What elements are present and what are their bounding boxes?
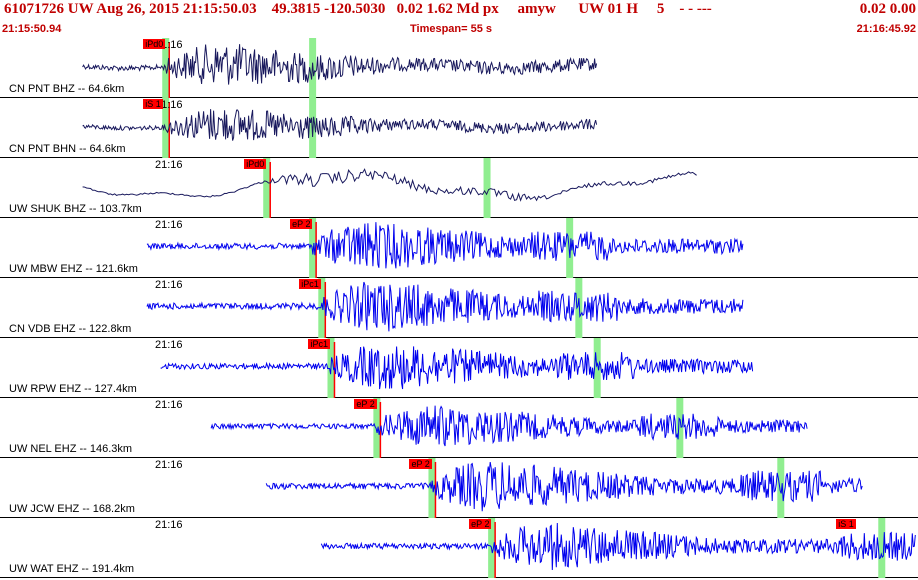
waveform-trace [82, 44, 598, 85]
seismogram-panel[interactable]: 21:16 iPd0 CN PNT BHZ -- 64.6km [0, 38, 918, 98]
waveform-canvas[interactable] [0, 278, 918, 338]
s-arrival-marker[interactable] [676, 398, 684, 458]
pick-label[interactable]: eP 2 [409, 459, 432, 469]
time-tick-label: 21:16 [155, 339, 183, 351]
seismogram-panel[interactable]: 21:16 eP 2 UW JCW EHZ -- 168.2km [0, 458, 918, 518]
p-arrival-marker[interactable] [309, 218, 317, 278]
s-pick-label[interactable]: iS 1 [836, 519, 856, 529]
network: UW [67, 1, 94, 17]
event-header: 61071726 UW Aug 26, 2015 21:15:50.03 49.… [0, 0, 918, 38]
pick-label[interactable]: iS 1 [143, 99, 163, 109]
waveform-canvas[interactable] [0, 398, 918, 458]
waveform-canvas[interactable] [0, 38, 918, 98]
station-label: CN PNT BHZ -- 64.6km [9, 83, 125, 95]
s-arrival-marker[interactable] [878, 518, 886, 578]
magnitude: 1.62 [426, 1, 453, 17]
quality: 5 [656, 1, 665, 17]
timespan: Timespan= 55 s [410, 23, 493, 35]
station-label: UW SHUK BHZ -- 103.7km [9, 203, 142, 215]
event-type: px [482, 1, 499, 17]
waveform-trace [146, 222, 744, 269]
seismogram-panel[interactable]: 21:16 iPc1 UW RPW EHZ -- 127.4km [0, 338, 918, 398]
s-arrival-marker[interactable] [566, 218, 574, 278]
waveform-trace [82, 109, 598, 141]
latitude: 49.3815 [271, 1, 321, 17]
pick-label[interactable]: iPd0 [143, 39, 166, 49]
right-values: 0.02 0.00 [859, 1, 916, 17]
event-summary-line: 61071726 UW Aug 26, 2015 21:15:50.03 49.… [4, 1, 712, 18]
time-tick-label: 21:16 [155, 279, 183, 291]
s-arrival-marker[interactable] [483, 158, 491, 218]
station-label: UW NEL EHZ -- 146.3km [9, 443, 133, 455]
waveform-canvas[interactable] [0, 458, 918, 518]
waveform-canvas[interactable] [0, 98, 918, 158]
s-arrival-marker[interactable] [593, 338, 601, 398]
waveform-trace [82, 168, 697, 202]
event-datetime: Aug 26, 2015 21:15:50.03 [96, 1, 257, 17]
pick-label[interactable]: iPc1 [308, 339, 330, 349]
pick-label[interactable]: eP 2 [469, 519, 492, 529]
p-arrival-marker[interactable] [263, 158, 271, 218]
waveform-canvas[interactable] [0, 518, 918, 578]
time-tick-label: 21:16 [155, 159, 183, 171]
time-tick-label: 21:16 [155, 519, 183, 531]
magnitude-type: Md [456, 1, 480, 17]
station-label: UW RPW EHZ -- 127.4km [9, 383, 137, 395]
seismogram-panel[interactable]: 21:16 iS 1 CN PNT BHN -- 64.6km [0, 98, 918, 158]
waveform-trace [146, 281, 744, 332]
pick-label[interactable]: eP 2 [290, 219, 313, 229]
pick-label[interactable]: iPc1 [299, 279, 321, 289]
s-arrival-marker[interactable] [575, 278, 583, 338]
seismogram-panel[interactable]: 21:16 iPd0 UW SHUK BHZ -- 103.7km [0, 158, 918, 218]
p-arrival-marker[interactable] [318, 278, 326, 338]
station-label: UW JCW EHZ -- 168.2km [9, 503, 135, 515]
seismogram-panel[interactable]: 21:16 eP 2 iS 1 UW WAT EHZ -- 191.4km [0, 518, 918, 578]
time-tick-label: 21:16 [155, 219, 183, 231]
seismogram-panel[interactable]: 21:16 eP 2 UW NEL EHZ -- 146.3km [0, 398, 918, 458]
waveform-trace [265, 462, 863, 512]
seismogram-panel[interactable]: 21:16 eP 2 UW MBW EHZ -- 121.6km [0, 218, 918, 278]
dashes: - - --- [679, 1, 712, 17]
waveform-trace [160, 346, 754, 390]
station-label: UW WAT EHZ -- 191.4km [9, 563, 135, 575]
longitude: -120.5030 [324, 1, 386, 17]
analyst: amyw [517, 1, 556, 17]
station-label: CN VDB EHZ -- 122.8km [9, 323, 132, 335]
waveform-trace [210, 405, 808, 447]
waveform-canvas[interactable] [0, 338, 918, 398]
time-tick-label: 21:16 [155, 459, 183, 471]
p-arrival-marker[interactable] [373, 398, 381, 458]
station-label: CN PNT BHN -- 64.6km [9, 143, 126, 155]
seismogram-panels: 21:16 iPd0 CN PNT BHZ -- 64.6km 21:16 iS 1 CN… [0, 38, 918, 580]
start-time: 21:15:50.94 [2, 23, 62, 35]
pick-label[interactable]: iPd0 [244, 159, 267, 169]
waveform-trace [320, 522, 916, 571]
s-arrival-marker[interactable] [777, 458, 785, 518]
station-label: UW MBW EHZ -- 121.6km [9, 263, 138, 275]
event-id: 61071726 [4, 1, 64, 17]
waveform-canvas[interactable] [0, 218, 918, 278]
pick-label[interactable]: eP 2 [354, 399, 377, 409]
waveform-canvas[interactable] [0, 158, 918, 218]
seismogram-panel[interactable]: 21:16 iPc1 CN VDB EHZ -- 122.8km [0, 278, 918, 338]
time-tick-label: 21:16 [155, 399, 183, 411]
end-time: 21:16:45.92 [856, 23, 916, 35]
p-arrival-marker[interactable] [428, 458, 436, 518]
source: UW 01 H [578, 1, 639, 17]
depth: 0.02 [396, 1, 423, 17]
